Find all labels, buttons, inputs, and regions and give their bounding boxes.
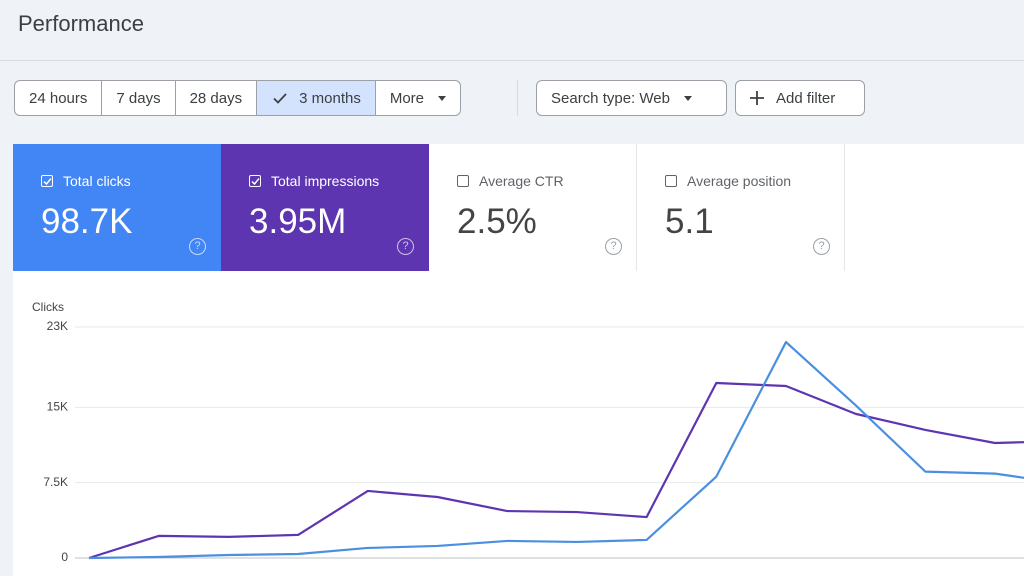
- metric-card[interactable]: Average CTR 2.5%?: [429, 144, 637, 271]
- page-title: Performance: [18, 11, 144, 36]
- check-icon: [42, 177, 52, 185]
- date-range-label: 24 hours: [29, 89, 88, 107]
- date-range-option[interactable]: 24 hours: [15, 81, 101, 115]
- metric-value: 98.7K: [41, 202, 133, 241]
- date-range-option[interactable]: More: [374, 81, 460, 115]
- help-icon[interactable]: ?: [397, 238, 414, 255]
- series-line: [88, 381, 1024, 560]
- date-range-label: 7 days: [116, 89, 161, 107]
- help-icon[interactable]: ?: [189, 238, 206, 255]
- search-type-button[interactable]: Search type: Web: [536, 80, 727, 116]
- metric-label: Total clicks: [63, 173, 131, 189]
- chart: Clicks 0 7.5K 15K 23K: [13, 271, 1024, 576]
- add-filter-button[interactable]: Add filter: [735, 80, 865, 116]
- metric-value: 3.95M: [249, 202, 347, 241]
- help-icon[interactable]: ?: [605, 238, 622, 255]
- metric-label: Average CTR: [479, 173, 564, 189]
- metric-label: Average position: [687, 173, 792, 189]
- metric-cards: Total clicks 98.7K? Total impressions 3.95M…: [13, 144, 845, 271]
- date-range-option[interactable]: 7 days: [101, 81, 174, 115]
- dropdown-caret: [438, 95, 447, 101]
- y-tick-label: 7.5K: [43, 475, 68, 489]
- check-icon: [250, 177, 260, 185]
- date-range-option[interactable]: 3 months: [256, 81, 375, 115]
- card-spacer: [845, 144, 1024, 271]
- date-range-label: 28 days: [189, 89, 243, 107]
- metric-checkbox[interactable]: [41, 175, 53, 187]
- add-filter-label: Add filter: [776, 89, 836, 107]
- search-type-label: Search type: Web: [551, 89, 670, 107]
- date-range-option[interactable]: 28 days: [174, 81, 257, 115]
- metric-checkbox[interactable]: [665, 175, 677, 187]
- metric-value: 5.1: [665, 202, 714, 241]
- series-line: [88, 340, 1024, 560]
- check-icon: [273, 92, 287, 104]
- separator: [517, 80, 518, 116]
- y-tick-label: 0: [61, 550, 68, 564]
- metric-value: 2.5%: [457, 202, 537, 241]
- metric-card[interactable]: Total clicks 98.7K?: [13, 144, 221, 271]
- date-range-label: More: [389, 89, 425, 107]
- metric-card[interactable]: Total impressions 3.95M?: [221, 144, 429, 271]
- metric-label: Total impressions: [271, 173, 380, 189]
- dropdown-caret: [683, 95, 692, 101]
- date-range-selector: 24 hours 7 days 28 days 3 months More: [14, 80, 462, 116]
- metric-checkbox[interactable]: [249, 175, 261, 187]
- y-tick-label: 23K: [47, 319, 68, 333]
- date-range-label: 3 months: [299, 89, 361, 107]
- y-tick-label: 15K: [47, 400, 68, 414]
- y-axis-label: Clicks: [32, 300, 64, 314]
- help-icon[interactable]: ?: [813, 238, 830, 255]
- metric-card[interactable]: Average position 5.1?: [637, 144, 845, 271]
- chart-body: Clicks 0 7.5K 15K 23K: [32, 300, 1024, 564]
- metric-checkbox[interactable]: [457, 175, 469, 187]
- plus-icon: [750, 91, 764, 105]
- divider: [0, 60, 1024, 61]
